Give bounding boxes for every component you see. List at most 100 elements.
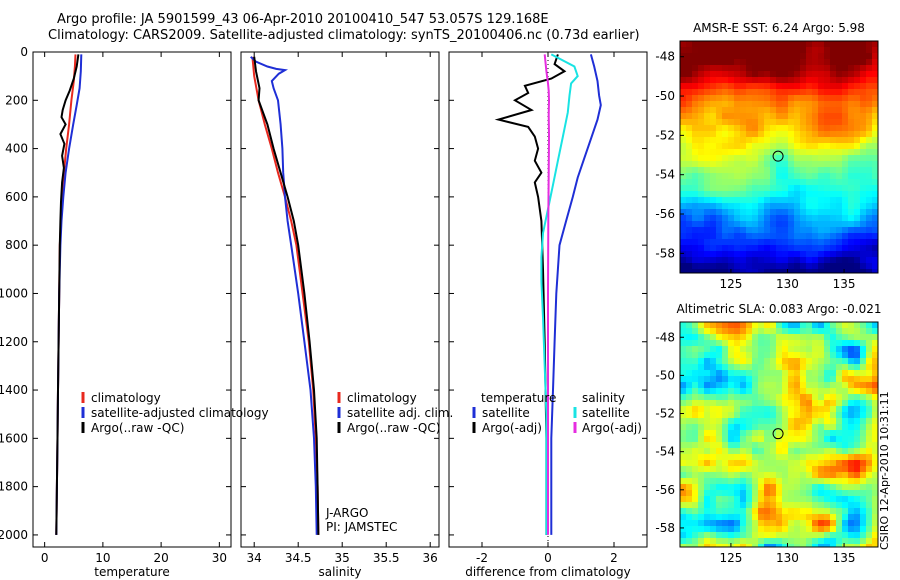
heatmap-cell [836,436,842,442]
heatmap-cell [842,185,848,191]
heatmap-cell [848,412,854,418]
heatmap-cell [830,107,836,113]
heatmap-cell [770,490,776,496]
heatmap-cell [698,346,704,352]
heatmap-cell [794,203,800,209]
heatmap-cell [806,71,812,77]
heatmap-cell [698,101,704,107]
heatmap-cell [692,352,698,358]
heatmap-cell [872,221,878,227]
heatmap-cell [860,215,866,221]
heatmap-cell [770,418,776,424]
heatmap-cell [716,125,722,131]
heatmap-cell [842,173,848,179]
heatmap-cell [704,119,710,125]
heatmap-cell [752,478,758,484]
heatmap-cell [842,143,848,149]
heatmap-cell [680,167,686,173]
heatmap-cell [746,412,752,418]
heatmap-cell [740,388,746,394]
heatmap-cell [800,436,806,442]
heatmap-cell [848,95,854,101]
heatmap-cell [872,340,878,346]
heatmap-cell [698,376,704,382]
heatmap-cell [860,346,866,352]
heatmap-cell [728,113,734,119]
heatmap-cell [848,376,854,382]
heatmap-cell [866,143,872,149]
heatmap-cell [848,137,854,143]
heatmap-cell [776,526,782,532]
heatmap-cell [854,53,860,59]
heatmap-cell [698,119,704,125]
heatmap-cell [824,514,830,520]
heatmap-cell [698,418,704,424]
heatmap-cell [848,179,854,185]
heatmap-cell [860,191,866,197]
heatmap-cell [872,436,878,442]
heatmap-cell [728,77,734,83]
heatmap-cell [704,352,710,358]
heatmap-cell [848,41,854,47]
heatmap-cell [776,143,782,149]
heatmap-cell [866,191,872,197]
heatmap-cell [794,370,800,376]
heatmap-cell [860,334,866,340]
heatmap-cell [794,436,800,442]
heatmap-cell [788,526,794,532]
heatmap-cell [734,131,740,137]
heatmap-cell [770,149,776,155]
heatmap-cell [830,400,836,406]
heatmap-cell [680,173,686,179]
heatmap-cell [758,89,764,95]
map-y-tick-label: -58 [655,521,675,535]
heatmap-cell [818,107,824,113]
heatmap-cell [842,119,848,125]
heatmap-cell [794,502,800,508]
heatmap-cell [806,424,812,430]
map-x-tick-label: 135 [833,551,856,565]
heatmap-cell [758,119,764,125]
heatmap-cell [752,520,758,526]
heatmap-cell [776,490,782,496]
heatmap-cell [782,263,788,269]
heatmap-cell [722,400,728,406]
heatmap-cell [776,77,782,83]
heatmap-cell [752,394,758,400]
heatmap-cell [776,544,782,547]
heatmap-cell [782,101,788,107]
heatmap-cell [836,263,842,269]
heatmap-cell [746,101,752,107]
heatmap-cell [710,502,716,508]
heatmap-cell [794,538,800,544]
heatmap-cell [680,478,686,484]
heatmap-cell [788,251,794,257]
heatmap-cell [872,245,878,251]
heatmap-cell [788,544,794,547]
heatmap-cell [866,496,872,502]
heatmap-cell [818,251,824,257]
heatmap-cell [824,47,830,53]
heatmap-cell [722,269,728,273]
heatmap-cell [836,113,842,119]
heatmap-cell [752,239,758,245]
heatmap-cell [776,508,782,514]
heatmap-cell [824,131,830,137]
heatmap-cell [746,83,752,89]
heatmap-cell [710,251,716,257]
heatmap-cell [818,47,824,53]
heatmap-cell [818,257,824,263]
heatmap-cell [692,89,698,95]
heatmap-cell [734,179,740,185]
heatmap-cell [752,388,758,394]
heatmap-cell [866,502,872,508]
heatmap-cell [872,251,878,257]
heatmap-cell [710,340,716,346]
heatmap-cell [704,340,710,346]
heatmap-cell [830,149,836,155]
heatmap-cell [686,59,692,65]
heatmap-cell [692,215,698,221]
heatmap-cell [854,263,860,269]
heatmap-cell [722,532,728,538]
heatmap-cell [728,203,734,209]
